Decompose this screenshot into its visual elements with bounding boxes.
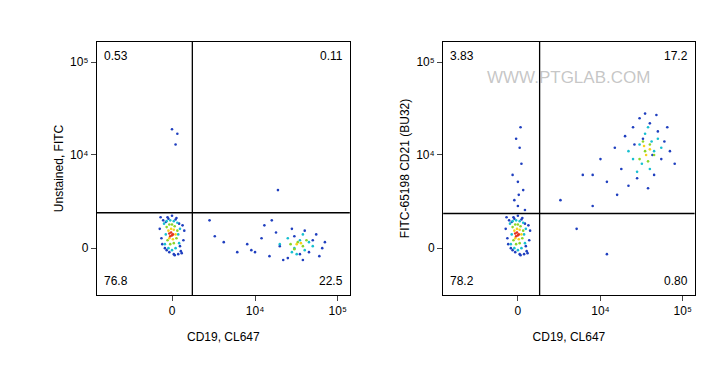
svg-text:10⁵: 10⁵ <box>674 304 692 318</box>
svg-text:0: 0 <box>515 304 522 318</box>
svg-text:10⁴: 10⁴ <box>70 148 89 162</box>
svg-text:3.83: 3.83 <box>450 49 474 63</box>
svg-text:78.2: 78.2 <box>450 274 474 288</box>
svg-text:0: 0 <box>169 304 176 318</box>
svg-text:0.80: 0.80 <box>664 274 688 288</box>
svg-text:22.5: 22.5 <box>319 274 343 288</box>
svg-text:10⁴: 10⁴ <box>246 304 265 318</box>
svg-text:CD19, CL647: CD19, CL647 <box>533 330 606 344</box>
svg-text:Unstained, FITC: Unstained, FITC <box>52 124 66 212</box>
svg-text:WWW.PTGLAB.COM: WWW.PTGLAB.COM <box>487 68 650 87</box>
svg-text:0.53: 0.53 <box>104 49 128 63</box>
svg-text:FITC-65198 CD21 (BU32): FITC-65198 CD21 (BU32) <box>398 99 412 238</box>
svg-text:0.11: 0.11 <box>320 49 343 63</box>
svg-text:10⁵: 10⁵ <box>70 55 88 69</box>
svg-text:CD19, CL647: CD19, CL647 <box>187 330 260 344</box>
svg-text:76.8: 76.8 <box>104 274 128 288</box>
svg-text:10⁴: 10⁴ <box>591 304 610 318</box>
svg-text:0: 0 <box>82 241 89 255</box>
svg-text:10⁴: 10⁴ <box>416 148 435 162</box>
svg-text:10⁵: 10⁵ <box>416 55 434 69</box>
svg-text:0: 0 <box>428 241 435 255</box>
svg-text:17.2: 17.2 <box>664 49 688 63</box>
svg-text:10⁵: 10⁵ <box>329 304 347 318</box>
